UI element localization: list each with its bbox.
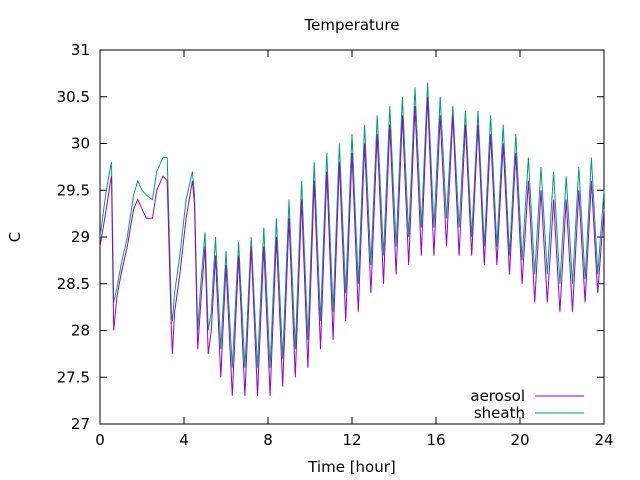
y-tick-label: 29.5 bbox=[57, 181, 90, 199]
series-line-aerosol bbox=[99, 96, 605, 396]
y-tick-label: 27 bbox=[71, 415, 90, 433]
x-tick-label: 20 bbox=[510, 431, 529, 449]
y-tick-label: 30 bbox=[71, 135, 90, 153]
y-tick-label: 27.5 bbox=[57, 368, 90, 386]
x-tick-label: 12 bbox=[342, 431, 361, 449]
legend-label-sheath: sheath bbox=[474, 404, 525, 422]
x-tick-label: 0 bbox=[95, 431, 105, 449]
y-tick-label: 28.5 bbox=[57, 275, 90, 293]
x-tick-label: 8 bbox=[263, 431, 273, 449]
plot-area-border bbox=[99, 49, 605, 425]
x-tick-label: 4 bbox=[179, 431, 189, 449]
chart-title: Temperature bbox=[303, 16, 399, 34]
series-line-sheath bbox=[99, 82, 605, 368]
y-tick-label: 31 bbox=[71, 41, 90, 59]
y-tick-label: 28 bbox=[71, 322, 90, 340]
x-tick-label: 16 bbox=[426, 431, 445, 449]
series-lines bbox=[99, 82, 605, 396]
legend-label-aerosol: aerosol bbox=[470, 387, 525, 405]
y-tick-label: 30.5 bbox=[57, 88, 90, 106]
legend: aerosol sheath bbox=[470, 387, 584, 422]
axis-ticks: 27 27.5 28 28.5 29 29.5 30 30.5 31 0 4 8 12 16 20 24 bbox=[57, 41, 614, 449]
x-axis-label: Time [hour] bbox=[307, 458, 396, 476]
x-tick-label: 24 bbox=[594, 431, 613, 449]
y-axis-label: C bbox=[6, 232, 24, 242]
y-tick-label: 29 bbox=[71, 228, 90, 246]
